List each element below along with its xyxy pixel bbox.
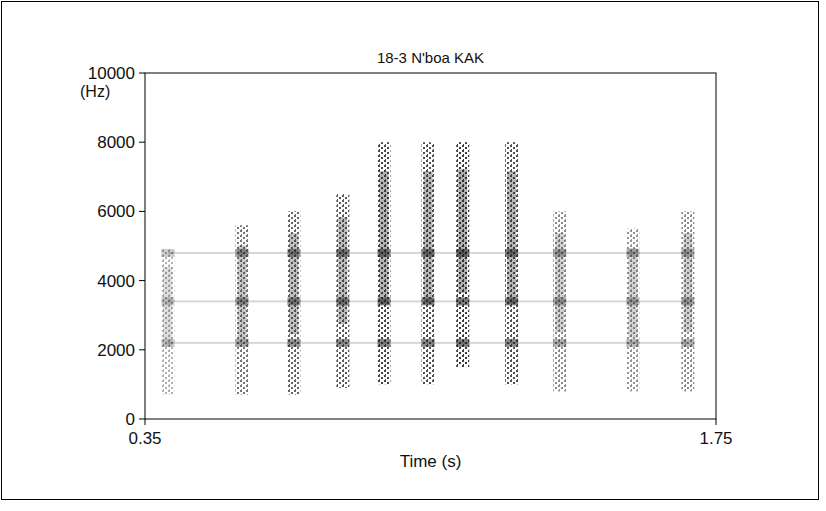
y-tick-label: 6000 — [97, 202, 135, 221]
pulse — [505, 142, 518, 384]
x-tick — [716, 419, 717, 425]
x-tick-label: 0.35 — [128, 429, 161, 448]
figure-frame — [2, 2, 819, 500]
x-axis-title: Time (s) — [400, 452, 462, 471]
y-tick-label: 0 — [126, 410, 135, 429]
pulse — [161, 249, 174, 395]
y-axis-title: (Hz) — [80, 83, 110, 100]
pulse — [626, 229, 639, 392]
pulse — [553, 211, 566, 391]
y-tick — [139, 280, 145, 281]
x-tick-label: 1.75 — [699, 429, 732, 448]
pulse — [336, 194, 349, 388]
pulse — [456, 142, 469, 367]
chart-title: 18-3 N'boa KAK — [377, 49, 484, 66]
y-tick — [139, 419, 145, 420]
y-tick — [139, 211, 145, 212]
pulse — [378, 142, 391, 384]
y-tick-label: 2000 — [97, 341, 135, 360]
y-tick-label: 10000 — [88, 64, 135, 83]
y-tick — [139, 73, 145, 74]
y-tick — [139, 349, 145, 350]
y-tick-label: 4000 — [97, 272, 135, 291]
plot-area — [161, 142, 694, 395]
plot-frame — [145, 73, 716, 419]
pulse — [236, 225, 249, 395]
x-tick — [145, 419, 146, 425]
y-tick — [139, 142, 145, 143]
pulse — [422, 142, 435, 384]
pulse — [287, 211, 300, 394]
y-tick-label: 8000 — [97, 133, 135, 152]
pulse — [681, 211, 694, 391]
figure: 0 2000 4000 6000 8000 10000(Hz) 0.35 1.75 Time (… — [0, 0, 826, 511]
